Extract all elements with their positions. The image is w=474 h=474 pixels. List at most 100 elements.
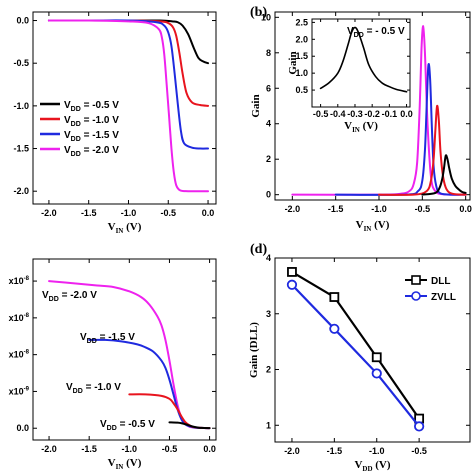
panel-b-inset-xtick-label: -0.3 <box>347 109 363 119</box>
panel-b-inset-xtick-label: 0.0 <box>400 109 413 119</box>
panel-d-marker-0-2 <box>371 352 382 363</box>
panel-c-ytick-label: x10-8 <box>9 276 30 286</box>
panel-b-ytick-label: 0 <box>266 190 271 200</box>
panel-d: -2.0 -1.5 -1.0 -0.5 1 2 3 4 VDD (V) Gain (DLL) (d)… <box>248 242 471 473</box>
panel-c-series-line-0 <box>48 280 211 430</box>
panel-b-xlabel: VIN (V) <box>356 219 390 233</box>
panel-d-marker-1-1 <box>329 323 340 334</box>
panel-d-legend: DLL ZVLL <box>405 275 456 303</box>
panel-d-label: (d) <box>250 242 267 257</box>
panel-d-xtick-label: -1.0 <box>369 446 385 456</box>
panel-a-ytick-label: -0.5 <box>13 58 29 68</box>
panel-a: -2.0 -1.5 -1.0 -0.5 0.0 0.0 -0.5 -1.0 -1.5 -2.0 VI… <box>13 11 217 235</box>
panel-b-inset-ytick-label: 2.0 <box>295 34 308 44</box>
panel-b-inset-frame <box>311 18 411 108</box>
panel-c-ytick-label: 0.0 <box>16 423 29 433</box>
panel-a-ytick-label: -1.0 <box>13 101 29 111</box>
panel-d-series-line-1 <box>291 284 420 428</box>
panel-d-ylabel: Gain (DLL) <box>248 322 260 378</box>
panel-c-frame <box>32 258 217 441</box>
panel-a-ytick-label: -2.0 <box>13 186 29 196</box>
panel-a-xtick-label: -1.5 <box>81 208 97 218</box>
panel-b-inset-xtick-label: -0.4 <box>330 109 346 119</box>
panel-d-ytick-label: 4 <box>266 253 271 263</box>
panel-a-legend-label-2: VDD = -1.5 V <box>64 130 119 143</box>
panel-d-marker-1-0 <box>286 279 298 290</box>
panel-a-legend: VDD = -0.5 V VDD = -1.0 V VDD = -1.5 V VDD … <box>40 100 119 158</box>
panel-b-series-line-1 <box>334 63 467 196</box>
panel-a-xtick-label: 0.0 <box>202 208 215 218</box>
panel-b-inset-annotation: VDD = - 0.5 V <box>347 26 405 39</box>
panel-a-xtick-label: -2.0 <box>41 208 57 218</box>
panel-c-ytick-label: x10-8 <box>9 313 30 323</box>
panel-b-inset-xtick-label: -0.2 <box>364 109 380 119</box>
panel-b-ytick-label: 6 <box>266 83 271 93</box>
panel-d-marker-1-3 <box>414 421 425 432</box>
panel-c-series-label-0: VDD = -2.0 V <box>42 290 97 303</box>
panel-d-marker-0-1 <box>329 292 340 302</box>
panel-c-xtick-label: -1.0 <box>122 444 138 454</box>
panel-b-inset: -0.5 -0.4 -0.3 -0.2 -0.1 0.0 0.5 1.0 1.5 2.0 2.5 VD… <box>287 17 413 134</box>
panel-b-inset-ytick-label: 2.5 <box>295 17 308 27</box>
panel-d-xtick-label: -1.5 <box>327 446 343 456</box>
panel-c-series-label-2: VDD = -1.0 V <box>66 382 121 395</box>
panel-b-inset-ytick-label: 1.5 <box>295 51 308 61</box>
panel-b-inset-ylabel: Gain <box>287 51 299 74</box>
panel-b-series-line-3 <box>421 154 467 196</box>
panel-a-legend-label-1: VDD = -1.0 V <box>64 115 119 128</box>
panel-c-xtick-label: 0.0 <box>203 444 216 454</box>
panel-a-series-line-1 <box>47 19 210 107</box>
panel-a-series-line-0 <box>47 19 210 65</box>
panel-b: -2.0 -1.5 -1.0 -0.5 0.0 0 2 4 6 8 10 VIN (V) Gain (b)… <box>250 5 472 233</box>
panel-a-ytick-label: 0.0 <box>16 16 29 26</box>
panel-b-inset-ytick-label: 1.0 <box>295 68 308 78</box>
panel-a-xtick-label: -1.0 <box>121 208 137 218</box>
panel-b-frame <box>274 11 471 201</box>
panel-b-xtick-label: 0.0 <box>459 204 472 214</box>
panel-d-legend-marker-1 <box>411 291 421 301</box>
panel-b-xtick-label: -0.5 <box>415 204 431 214</box>
panel-b-ylabel: Gain <box>250 94 262 117</box>
panel-b-inset-xtick-label: -0.1 <box>382 109 398 119</box>
panel-b-ytick-label: 4 <box>266 119 271 129</box>
panel-b-ytick-label: 10 <box>261 12 271 22</box>
panel-b-inset-bg <box>312 19 410 107</box>
panel-b-series-line-0 <box>291 25 467 196</box>
panel-d-ytick-label: 3 <box>266 309 271 319</box>
panel-c-xtick-label: -1.5 <box>81 444 97 454</box>
panel-c-series-label-1: VDD = -1.5 V <box>80 332 135 345</box>
panel-d-ytick-label: 1 <box>266 420 271 430</box>
panel-a-xtick-label: -0.5 <box>161 208 177 218</box>
panel-c-ytick-label: x10-9 <box>9 386 30 396</box>
panel-b-xtick-label: -1.0 <box>371 204 387 214</box>
panel-c-ytick-label: x10-8 <box>9 350 30 360</box>
panel-c: -2.0 -1.5 -1.0 -0.5 0.0 0.0 x10-9 x10-8 x10-8 x10… <box>9 258 217 471</box>
panel-a-frame <box>32 11 217 205</box>
panel-d-legend-label-1: ZVLL <box>431 292 456 303</box>
panel-a-xlabel: VIN (V) <box>108 221 142 235</box>
panel-c-xlabel: VIN (V) <box>108 457 142 471</box>
panel-b-inset-xlabel: VIN (V) <box>344 120 378 134</box>
panel-c-xtick-label: -0.5 <box>162 444 178 454</box>
panel-c-xtick-label: -2.0 <box>41 444 57 454</box>
panel-d-legend-marker-0 <box>411 275 421 285</box>
panel-d-xlabel: VDD (V) <box>354 459 390 473</box>
panel-b-ytick-label: 8 <box>266 48 271 58</box>
panel-b-label: (b) <box>250 5 267 20</box>
panel-a-series-line-3 <box>47 19 210 193</box>
panel-c-series-line-3 <box>168 421 211 430</box>
panel-d-legend-label-0: DLL <box>431 276 450 287</box>
panel-d-marker-0-0 <box>287 267 297 277</box>
panel-b-series-line-2 <box>378 104 467 196</box>
panel-d-frame <box>274 257 471 443</box>
panel-c-series-label-3: VDD = -0.5 V <box>100 419 155 432</box>
panel-b-inset-ytick-label: 0.5 <box>295 85 308 95</box>
panel-b-ytick-label: 2 <box>266 154 271 164</box>
panel-d-xtick-label: -0.5 <box>411 446 427 456</box>
panel-b-inset-series-line-0 <box>319 26 408 93</box>
panel-d-series-line-0 <box>291 270 421 420</box>
panel-d-marker-1-2 <box>371 368 382 379</box>
panel-d-ytick-label: 2 <box>266 365 271 375</box>
panel-a-ytick-label: -1.5 <box>13 144 29 154</box>
